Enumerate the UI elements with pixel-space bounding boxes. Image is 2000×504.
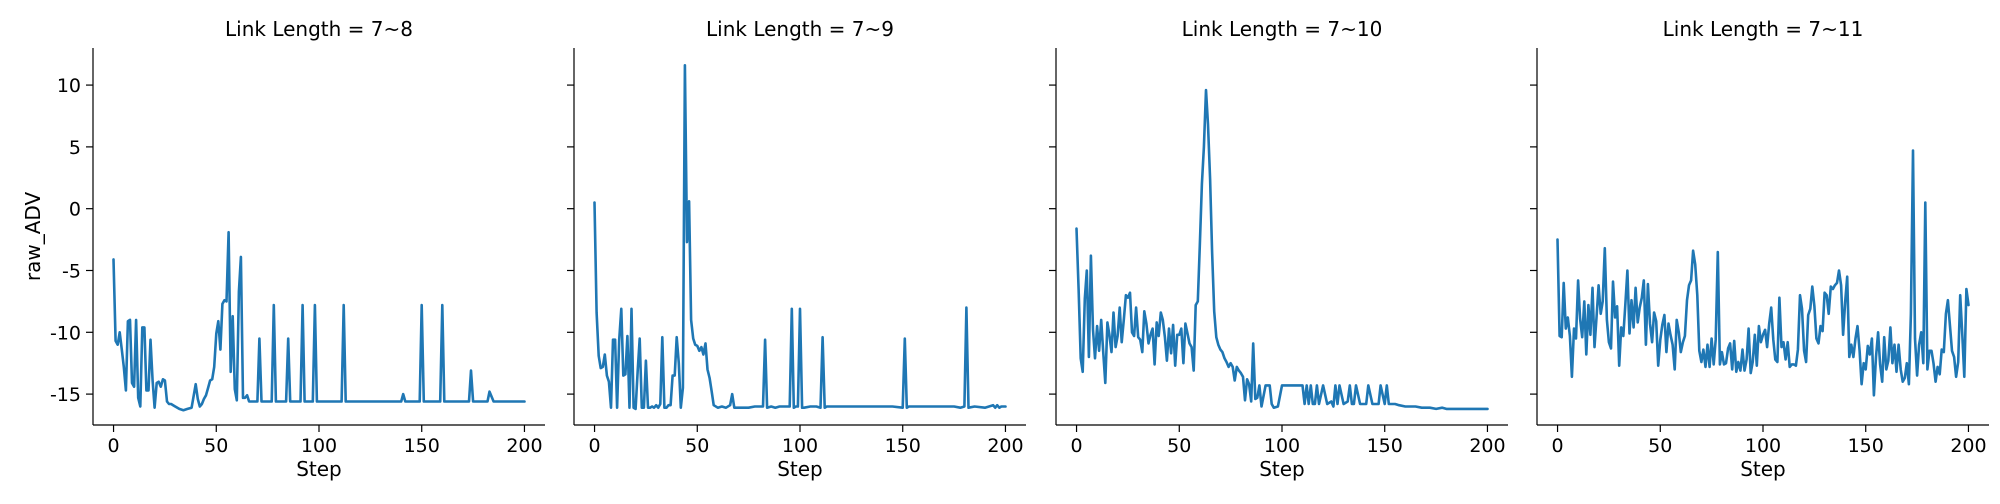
x-tick-label: 0 — [107, 435, 119, 457]
x-tick-label: 50 — [204, 435, 228, 457]
y-tick-label: 10 — [57, 75, 81, 97]
raw-adv-series-line — [593, 64, 1007, 411]
x-tick-label: 0 — [1070, 435, 1082, 457]
x-tick-label: 100 — [782, 435, 818, 457]
panel-title: Link Length = 7~10 — [1182, 17, 1383, 41]
x-axis-label: Step — [1740, 457, 1786, 481]
x-tick-label: 200 — [987, 435, 1023, 457]
x-axis-label: Step — [1259, 457, 1305, 481]
raw-adv-series-line — [112, 230, 526, 412]
panel-title: Link Length = 7~9 — [706, 17, 894, 41]
x-tick-label: 200 — [506, 435, 542, 457]
x-tick-label: 100 — [301, 435, 337, 457]
x-tick-label: 0 — [1551, 435, 1563, 457]
y-tick-label: -15 — [50, 384, 81, 406]
raw-adv-series-line — [1556, 149, 1970, 397]
panel-title: Link Length = 7~8 — [225, 17, 413, 41]
x-tick-label: 0 — [588, 435, 600, 457]
facet-panel-3: Link Length = 7~10 0 50 100 150 200 Step — [1049, 17, 1508, 481]
x-tick-label: 100 — [1264, 435, 1300, 457]
x-axis-label: Step — [777, 457, 823, 481]
x-tick-label: 150 — [885, 435, 921, 457]
x-tick-label: 150 — [1848, 435, 1884, 457]
x-tick-label: 200 — [1469, 435, 1505, 457]
x-tick-label: 150 — [1367, 435, 1403, 457]
raw-adv-series-line — [1075, 88, 1489, 411]
y-tick-label: -5 — [62, 260, 81, 282]
x-tick-label: 100 — [1745, 435, 1781, 457]
x-tick-label: 200 — [1950, 435, 1986, 457]
x-tick-label: 150 — [404, 435, 440, 457]
y-axis-label: raw_ADV — [21, 192, 45, 282]
x-tick-label: 50 — [685, 435, 709, 457]
facet-panel-2: Link Length = 7~9 0 50 100 150 200 Step — [567, 17, 1026, 481]
facet-panel-4: Link Length = 7~11 0 50 100 150 200 Step — [1530, 17, 1989, 481]
y-tick-label: 0 — [69, 199, 81, 221]
x-tick-label: 50 — [1648, 435, 1672, 457]
x-tick-label: 50 — [1167, 435, 1191, 457]
x-axis-label: Step — [296, 457, 342, 481]
panel-title: Link Length = 7~11 — [1663, 17, 1864, 41]
y-tick-label: -10 — [50, 322, 81, 344]
y-tick-label: 5 — [69, 137, 81, 159]
